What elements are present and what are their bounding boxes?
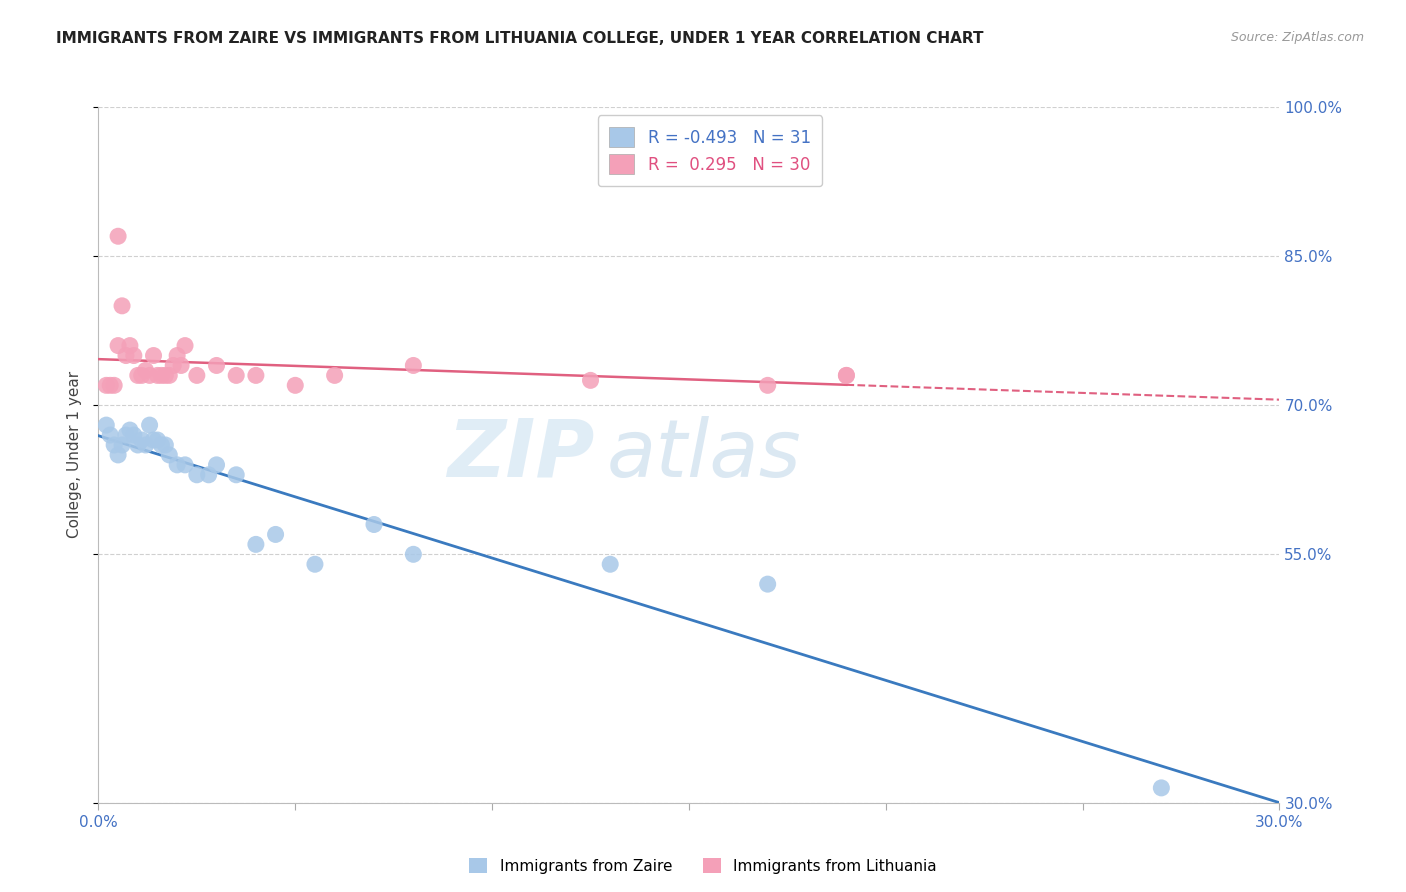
Point bbox=[245, 368, 267, 383]
Point bbox=[174, 338, 197, 352]
Text: ZIP: ZIP bbox=[447, 416, 595, 494]
Point bbox=[245, 537, 267, 551]
Text: atlas: atlas bbox=[606, 416, 801, 494]
Point bbox=[157, 368, 180, 383]
Point bbox=[284, 378, 307, 392]
Point bbox=[225, 368, 247, 383]
Point bbox=[186, 467, 208, 482]
Point bbox=[107, 229, 129, 244]
Point bbox=[135, 438, 157, 452]
Point bbox=[127, 368, 149, 383]
Point bbox=[131, 368, 153, 383]
Text: Source: ZipAtlas.com: Source: ZipAtlas.com bbox=[1230, 31, 1364, 45]
Text: IMMIGRANTS FROM ZAIRE VS IMMIGRANTS FROM LITHUANIA COLLEGE, UNDER 1 YEAR CORRELA: IMMIGRANTS FROM ZAIRE VS IMMIGRANTS FROM… bbox=[56, 31, 984, 46]
Point bbox=[115, 428, 138, 442]
Point bbox=[98, 378, 121, 392]
Point bbox=[122, 428, 145, 442]
Point bbox=[323, 368, 346, 383]
Point bbox=[146, 433, 169, 447]
Point bbox=[166, 458, 188, 472]
Point bbox=[107, 448, 129, 462]
Point bbox=[599, 558, 621, 572]
Point bbox=[118, 423, 141, 437]
Point bbox=[155, 368, 177, 383]
Point bbox=[107, 338, 129, 352]
Legend: Immigrants from Zaire, Immigrants from Lithuania: Immigrants from Zaire, Immigrants from L… bbox=[463, 852, 943, 880]
Point bbox=[197, 467, 219, 482]
Legend: R = -0.493   N = 31, R =  0.295   N = 30: R = -0.493 N = 31, R = 0.295 N = 30 bbox=[598, 115, 823, 186]
Point bbox=[111, 438, 134, 452]
Point bbox=[157, 448, 180, 462]
Point bbox=[304, 558, 326, 572]
Point bbox=[111, 299, 134, 313]
Point bbox=[579, 373, 602, 387]
Point bbox=[155, 438, 177, 452]
Point bbox=[205, 359, 228, 373]
Point bbox=[174, 458, 197, 472]
Point bbox=[96, 418, 118, 433]
Point bbox=[150, 368, 173, 383]
Point bbox=[103, 438, 125, 452]
Point bbox=[756, 577, 779, 591]
Point bbox=[142, 433, 165, 447]
Point bbox=[142, 349, 165, 363]
Point bbox=[138, 368, 160, 383]
Point bbox=[835, 368, 858, 383]
Point bbox=[264, 527, 287, 541]
Point bbox=[363, 517, 385, 532]
Point bbox=[166, 349, 188, 363]
Point bbox=[756, 378, 779, 392]
Point bbox=[122, 349, 145, 363]
Point bbox=[170, 359, 193, 373]
Point bbox=[402, 547, 425, 561]
Point bbox=[835, 368, 858, 383]
Point bbox=[1150, 780, 1173, 795]
Point bbox=[131, 433, 153, 447]
Point bbox=[162, 359, 184, 373]
Point bbox=[118, 338, 141, 352]
Point bbox=[402, 359, 425, 373]
Point bbox=[150, 438, 173, 452]
Y-axis label: College, Under 1 year: College, Under 1 year bbox=[67, 371, 83, 539]
Point bbox=[138, 418, 160, 433]
Point bbox=[127, 438, 149, 452]
Point bbox=[225, 467, 247, 482]
Point bbox=[186, 368, 208, 383]
Point bbox=[96, 378, 118, 392]
Point bbox=[103, 378, 125, 392]
Point bbox=[205, 458, 228, 472]
Point bbox=[135, 363, 157, 377]
Point bbox=[115, 349, 138, 363]
Point bbox=[146, 368, 169, 383]
Point bbox=[98, 428, 121, 442]
